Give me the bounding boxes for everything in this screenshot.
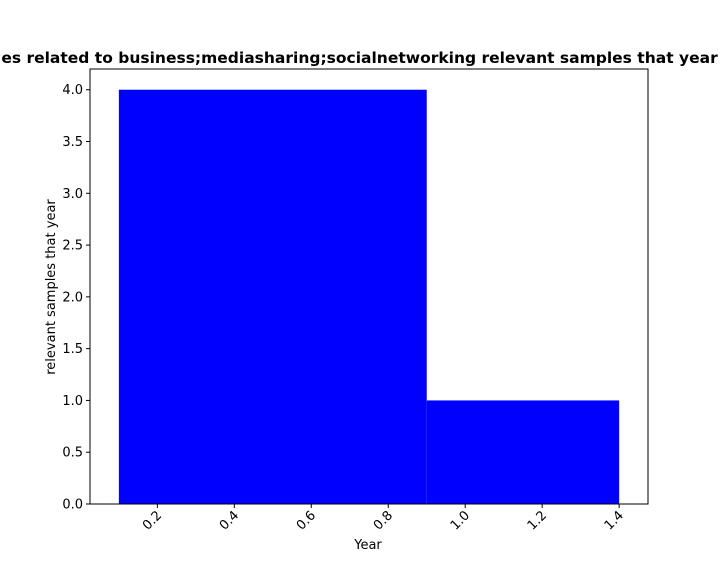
y-tick-label-5: 2.5 bbox=[62, 239, 83, 254]
x-tick-label-4: 1.0 bbox=[448, 508, 473, 533]
chart-title: Number of samples related to business;me… bbox=[0, 49, 720, 67]
y-tick-label-4: 2.0 bbox=[62, 290, 83, 305]
x-tick-label-0: 0.2 bbox=[140, 508, 165, 533]
bar-1 bbox=[426, 400, 620, 504]
x-tick-label-3: 0.8 bbox=[371, 508, 396, 533]
x-tick-label-5: 1.2 bbox=[525, 508, 550, 533]
plot-frame bbox=[89, 68, 649, 505]
y-tick-label-3: 1.5 bbox=[62, 342, 83, 357]
bars-group bbox=[118, 89, 620, 504]
x-tick-label-2: 0.6 bbox=[294, 508, 319, 533]
y-tick-label-1: 0.5 bbox=[62, 446, 83, 461]
x-axis-label: Year bbox=[353, 538, 382, 553]
y-tick-label-7: 3.5 bbox=[62, 135, 83, 150]
y-tick-label-2: 1.0 bbox=[62, 394, 83, 409]
y-axis-label: relevant samples that year bbox=[44, 199, 59, 375]
y-tick-label-6: 3.0 bbox=[62, 187, 83, 202]
x-tick-label-1: 0.4 bbox=[217, 508, 242, 533]
x-axis: 0.2 0.4 0.6 0.8 1.0 1.2 1.4 bbox=[140, 504, 627, 533]
bar-0 bbox=[118, 89, 427, 504]
y-tick-label-8: 4.0 bbox=[62, 83, 83, 98]
x-tick-label-6: 1.4 bbox=[602, 508, 627, 533]
y-axis: 0.0 0.5 1.0 1.5 2.0 2.5 3.0 3.5 4.0 bbox=[62, 83, 90, 513]
y-tick-label-0: 0.0 bbox=[62, 498, 83, 513]
